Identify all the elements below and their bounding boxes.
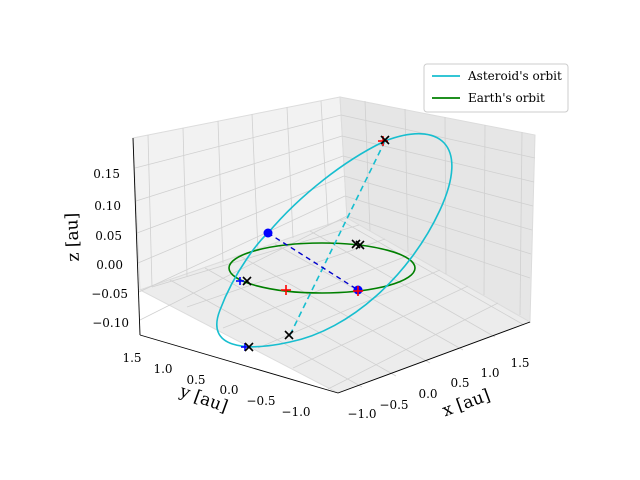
y-tick-label: −1.0 xyxy=(281,405,310,419)
z-tick-label: 0.10 xyxy=(94,199,121,213)
blue-circle-marker xyxy=(263,228,273,238)
blue-plus-marker xyxy=(236,277,249,351)
asteroid-orbit-hidden xyxy=(289,140,386,336)
x-tick-label: −0.5 xyxy=(379,398,408,412)
x-tick-label: 0.5 xyxy=(450,376,469,390)
z-tick-label: −0.05 xyxy=(91,287,128,301)
earth-orbit-line xyxy=(228,242,416,294)
y-tick-label: 1.0 xyxy=(153,362,172,376)
y-tick-label: 1.5 xyxy=(122,351,141,365)
asteroid-orbit-visible-upper xyxy=(267,140,386,234)
z-tick-label: 0.00 xyxy=(96,258,123,272)
z-tick-labels: 0.15 0.10 0.05 0.00 −0.05 −0.10 xyxy=(91,167,129,330)
y-tick-label: −0.5 xyxy=(246,394,275,408)
x-tick-label: −1.0 xyxy=(347,407,376,421)
asteroid-orbit-visible xyxy=(216,132,453,348)
z-tick-label: −0.10 xyxy=(92,316,129,330)
x-tick-label: 1.5 xyxy=(510,356,529,370)
x-tick-label: 1.0 xyxy=(480,366,499,380)
axis-lines xyxy=(132,137,531,394)
markers xyxy=(236,135,390,352)
y-tick-label: 0.5 xyxy=(186,373,205,387)
legend-label-asteroid: Asteroid's orbit xyxy=(467,69,562,83)
z-tick-label: 0.15 xyxy=(93,167,120,181)
z-tick-label: 0.05 xyxy=(95,229,122,243)
z-axis-label: z [au] xyxy=(62,212,84,261)
x-axis-label: x [au] xyxy=(440,385,493,421)
y-tick-label: 0.0 xyxy=(219,383,238,397)
orbits xyxy=(216,132,453,348)
legend-label-earth: Earth's orbit xyxy=(468,91,545,105)
x-tick-label: 0.0 xyxy=(418,387,437,401)
black-x-marker xyxy=(242,135,390,352)
y-tick-labels: 1.5 1.0 0.5 0.0 −0.5 −1.0 xyxy=(122,351,310,419)
x-tick-labels: −1.0 −0.5 0.0 0.5 1.0 1.5 xyxy=(347,356,529,421)
legend: Asteroid's orbit Earth's orbit xyxy=(423,63,569,113)
